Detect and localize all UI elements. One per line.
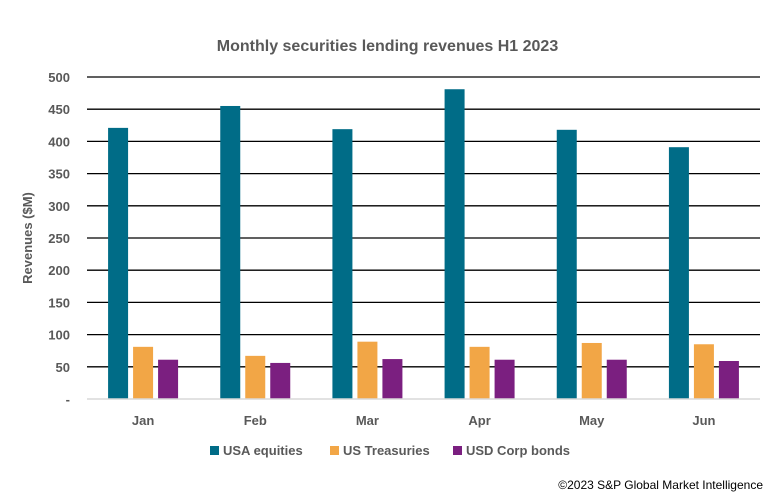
bar-us-treasuries-jun — [693, 344, 714, 399]
y-tick-label: 350 — [48, 167, 70, 182]
bar-usa-equities-apr — [444, 89, 465, 400]
y-tick-label: 50 — [56, 360, 70, 375]
bar-us-treasuries-mar — [357, 341, 378, 399]
y-tick-label: 100 — [48, 328, 70, 343]
x-tick-label: Feb — [244, 413, 267, 428]
bar-usa-equities-may — [556, 129, 577, 400]
chart-title: Monthly securities lending revenues H1 2… — [216, 38, 559, 55]
bar-usa-equities-feb — [220, 105, 241, 399]
bar-usd-corp-bonds-may — [606, 359, 627, 399]
y-tick-label: 450 — [48, 102, 70, 117]
x-tick-label: May — [579, 413, 605, 428]
bar-us-treasuries-apr — [469, 346, 490, 399]
bar-usa-equities-jun — [668, 147, 689, 399]
bar-usd-corp-bonds-jan — [158, 359, 179, 399]
bar-usd-corp-bonds-mar — [382, 359, 403, 399]
legend-swatch — [210, 446, 219, 455]
x-tick-label: Mar — [356, 413, 379, 428]
x-tick-label: Jun — [692, 413, 715, 428]
y-tick-label: 150 — [48, 295, 70, 310]
legend-label: USD Corp bonds — [466, 443, 570, 458]
y-tick-label: 250 — [48, 231, 70, 246]
legend-label: US Treasuries — [343, 443, 430, 458]
y-axis-label: Revenues ($M) — [20, 192, 35, 284]
bar-us-treasuries-may — [581, 342, 602, 399]
bar-usd-corp-bonds-jun — [718, 361, 739, 399]
bar-usd-corp-bonds-feb — [270, 362, 291, 399]
bar-us-treasuries-feb — [245, 355, 266, 399]
bar-usd-corp-bonds-apr — [494, 359, 515, 399]
y-tick-label: 400 — [48, 134, 70, 149]
copyright-text: ©2023 S&P Global Market Intelligence — [558, 478, 763, 492]
x-tick-label: Jan — [132, 413, 154, 428]
y-tick-label: - — [66, 392, 70, 407]
bar-us-treasuries-jan — [133, 346, 154, 399]
y-tick-label: 500 — [48, 70, 70, 85]
y-tick-label: 300 — [48, 199, 70, 214]
legend-swatch — [330, 446, 339, 455]
bar-usa-equities-mar — [332, 129, 353, 399]
y-tick-label: 200 — [48, 263, 70, 278]
bar-usa-equities-jan — [108, 127, 129, 399]
legend-label: USA equities — [223, 443, 303, 458]
x-tick-label: Apr — [468, 413, 490, 428]
legend-swatch — [453, 446, 462, 455]
